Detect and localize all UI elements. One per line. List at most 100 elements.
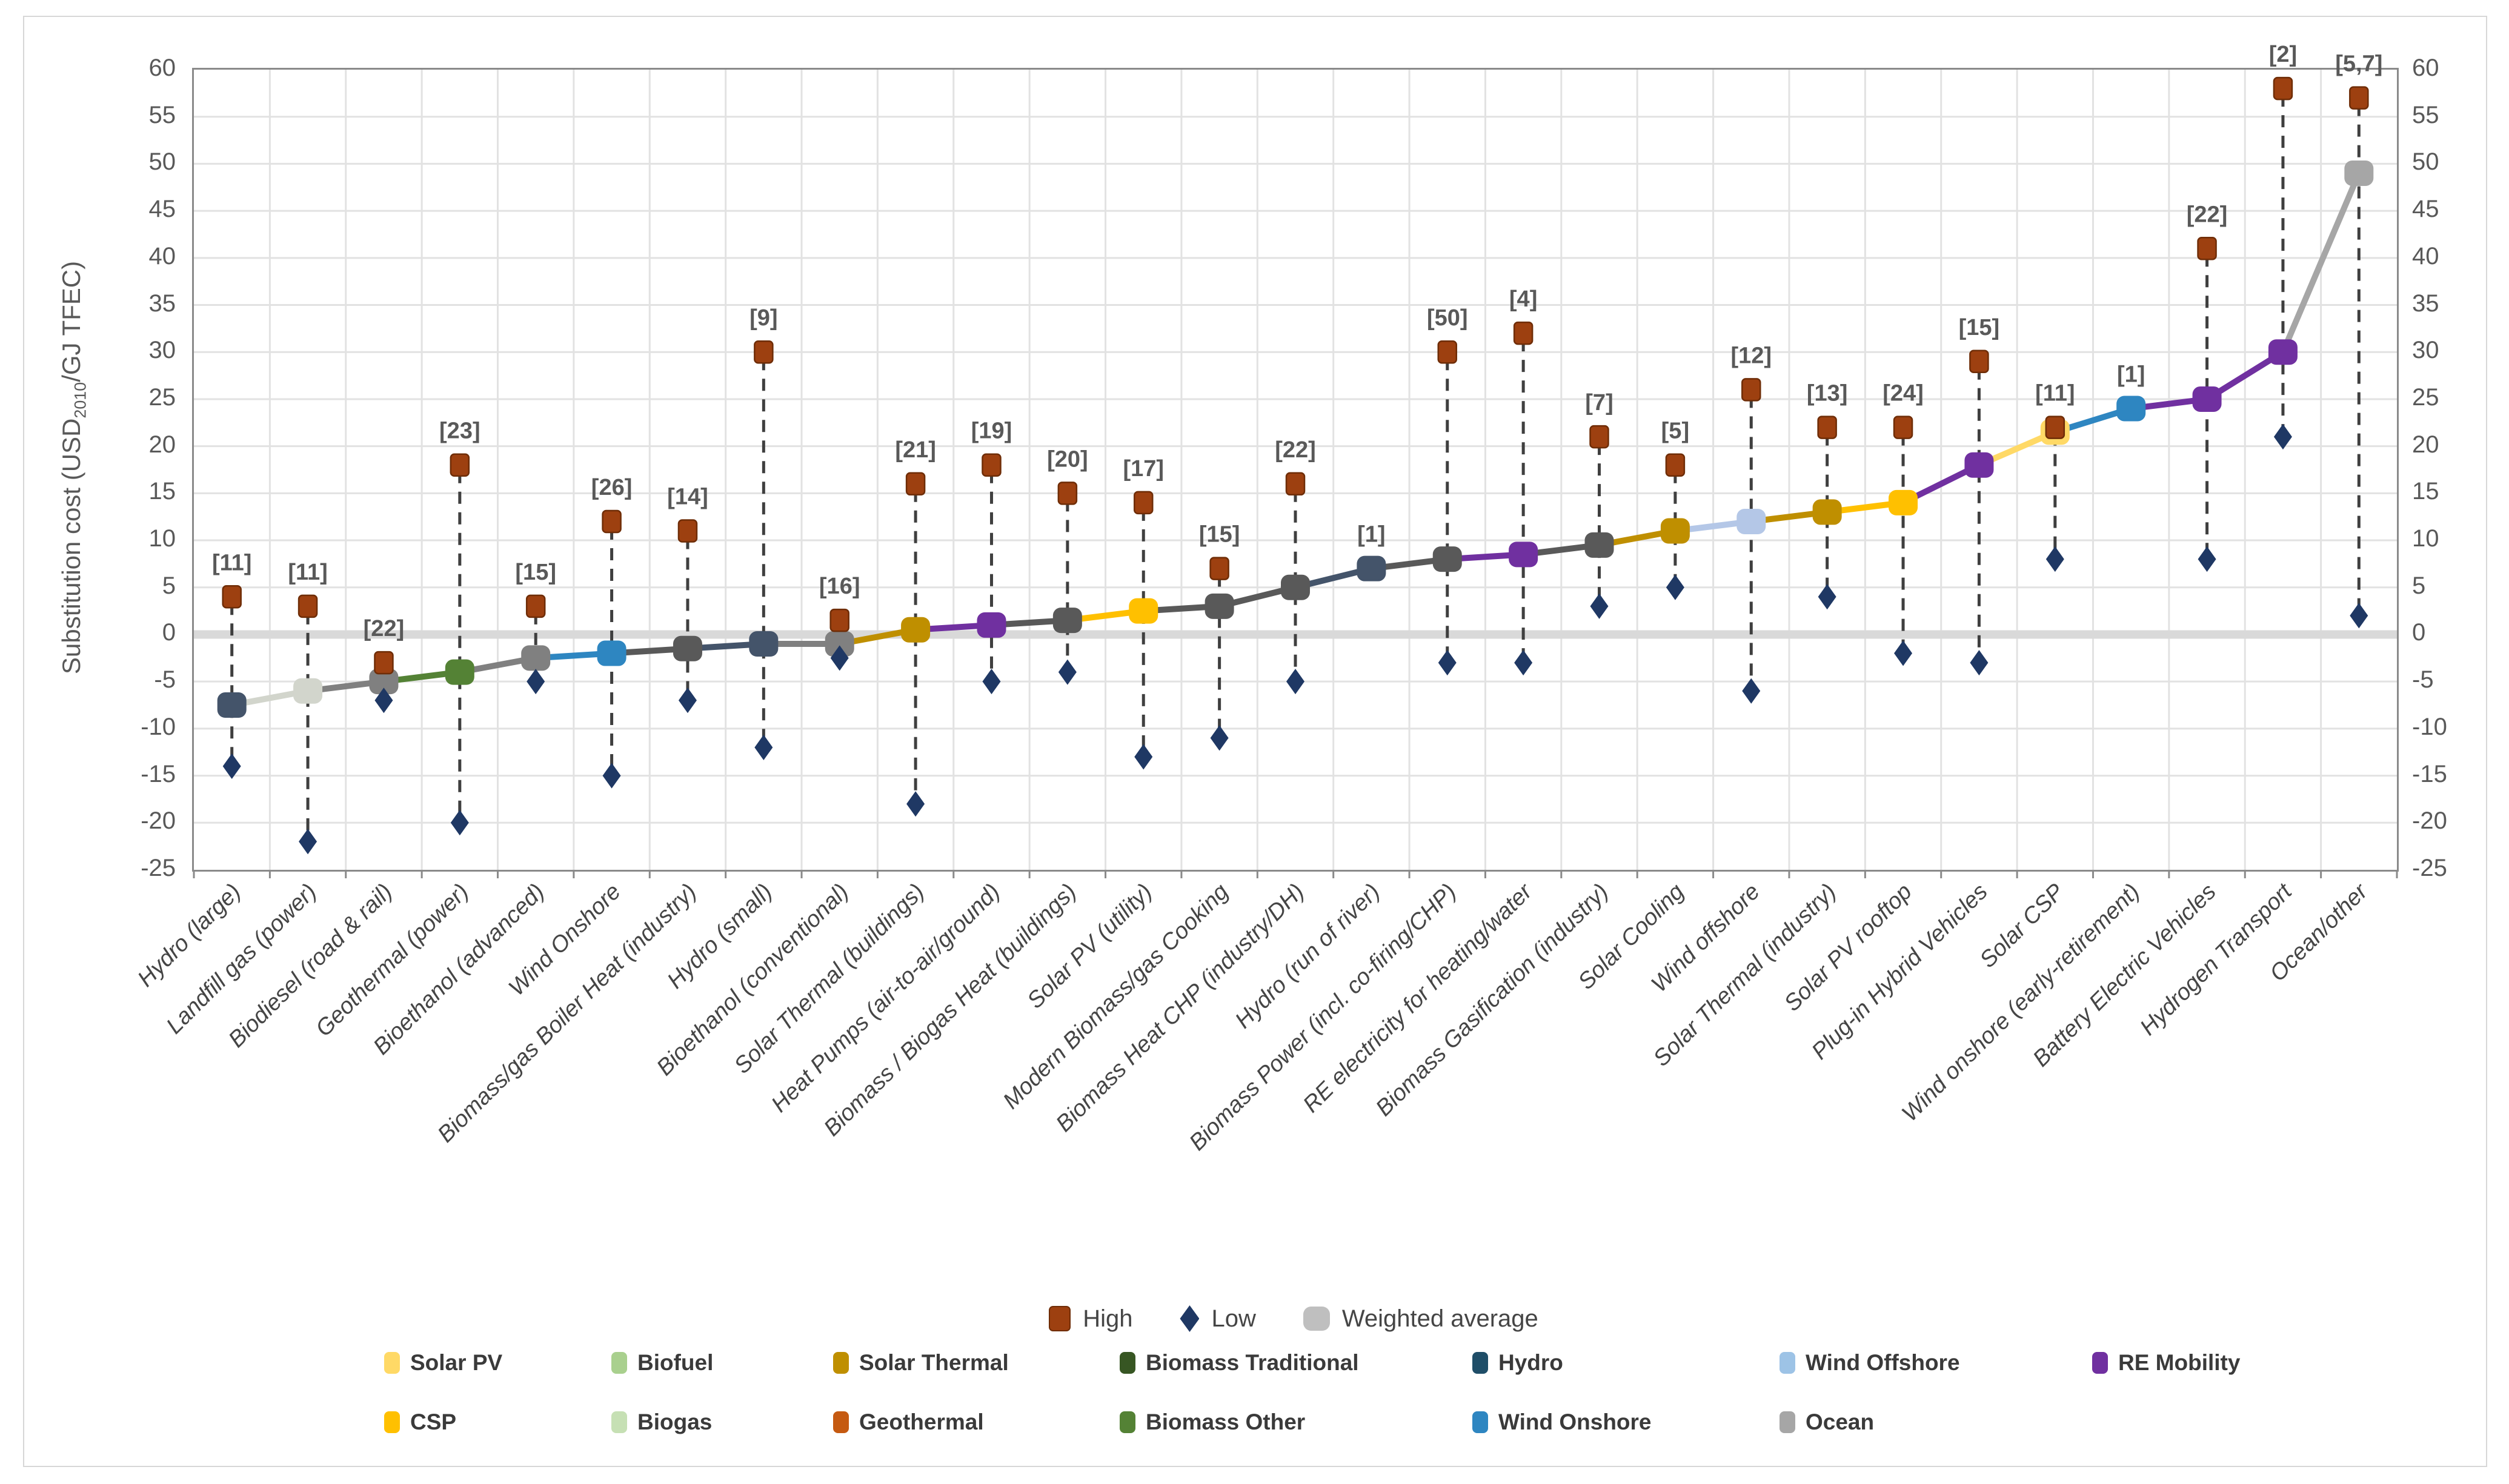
low-marker (906, 791, 925, 817)
study-count-label: [11] (2035, 381, 2075, 406)
y-tick-label: 15 (2412, 478, 2439, 505)
y-tick-label: 45 (2412, 196, 2439, 223)
series-legend-label: Weighted average (1341, 1305, 1538, 1332)
plot-area: [11] [11] [22] [23] [15] [26] [14] [9] [16] [21] [… (192, 42, 2399, 878)
weighted-average-marker (1205, 593, 1234, 619)
y-tick-label: 40 (148, 242, 176, 270)
x-axis-labels: Hydro (large) Landfill gas (power) Biodies… (133, 868, 2395, 1292)
study-count-label: [4] (1509, 287, 1537, 312)
y-tick-label: 40 (2412, 242, 2439, 270)
high-marker (222, 585, 242, 609)
weighted-average-marker (1357, 555, 1386, 581)
y-tick-label: 50 (148, 148, 176, 176)
study-count-label: [19] (971, 419, 1012, 444)
y-tick-label: 25 (148, 383, 176, 411)
low-marker (1590, 593, 1609, 619)
weighted-average-marker (369, 669, 399, 695)
low-marker (602, 763, 621, 789)
low-marker (1742, 678, 1761, 704)
weighted-average-marker (825, 631, 854, 657)
study-count-label: [1] (1357, 522, 1385, 548)
series-legend-item: Low (1180, 1305, 1256, 1333)
low-marker (1210, 725, 1229, 751)
study-count-label: [23] (439, 419, 480, 444)
series-legend-label: High (1083, 1305, 1133, 1332)
study-count-label: [22] (2187, 202, 2228, 227)
low-marker (1514, 650, 1533, 676)
y-tick-label: -25 (2412, 855, 2447, 881)
y-tick-label: 25 (2412, 383, 2439, 411)
series-legend: High Low Weighted average (192, 1297, 2395, 1340)
high-marker (2197, 237, 2217, 260)
y-tick-label: 30 (148, 337, 176, 364)
y-tick-label: -5 (154, 666, 176, 694)
weighted-average-marker-icon (1303, 1307, 1330, 1331)
weighted-average-marker (2192, 386, 2222, 412)
weighted-average-marker (2344, 160, 2374, 186)
y-tick-label: -20 (2412, 807, 2447, 835)
weighted-average-marker (1432, 546, 1462, 572)
weighted-average-marker (217, 692, 247, 718)
low-marker (1058, 659, 1077, 685)
weighted-average-marker (977, 612, 1006, 638)
study-count-label: [17] (1123, 456, 1164, 482)
weighted-average-marker (1736, 508, 1766, 534)
study-count-label: [12] (1730, 343, 1772, 368)
chart-canvas: [11] [11] [22] [23] [15] [26] [14] [9] [16] [21] [… (193, 42, 2398, 878)
y-axis-ticks-left: 60 55 50 45 40 35 30 25 20 15 10 5 0 -5 -10 -15 -20 -25 (73, 55, 176, 881)
y-tick-label: 35 (148, 290, 176, 317)
y-tick-label: 0 (162, 619, 176, 646)
y-tick-label: 60 (2412, 55, 2439, 81)
study-count-label: [7] (1585, 390, 1613, 416)
y-tick-label: 20 (2412, 431, 2439, 458)
y-tick-label: -5 (2412, 666, 2434, 694)
weighted-average-marker (1129, 598, 1158, 624)
high-marker (1513, 321, 1534, 345)
weighted-average-marker (1281, 574, 1310, 600)
high-marker (1893, 416, 1913, 439)
high-marker (754, 340, 774, 364)
high-marker (1665, 453, 1686, 477)
y-tick-label: 45 (148, 196, 176, 223)
study-count-label: [24] (1883, 381, 1924, 406)
low-marker (1666, 574, 1684, 600)
y-tick-label: 20 (148, 431, 176, 458)
study-count-label: [15] (515, 560, 556, 585)
low-marker (678, 687, 697, 714)
y-tick-label: 5 (2412, 572, 2426, 599)
study-count-label: [2] (2269, 42, 2297, 67)
y-tick-label: 55 (2412, 101, 2439, 128)
high-marker (677, 519, 698, 543)
y-tick-label: 10 (2412, 525, 2439, 552)
low-marker (2350, 603, 2368, 629)
high-marker (374, 651, 394, 675)
series-legend-item: High (1049, 1305, 1132, 1333)
low-marker (830, 645, 849, 671)
y-tick-label: 0 (2412, 619, 2426, 646)
study-count-label: [50] (1427, 305, 1468, 331)
y-axis-ticks-right: 60 55 50 45 40 35 30 25 20 15 10 5 0 -5 -10 -15 -20 -25 (2412, 55, 2509, 881)
y-tick-label: 30 (2412, 337, 2439, 364)
study-count-label: [5,7] (2335, 51, 2382, 77)
low-marker (1438, 650, 1457, 676)
study-count-label: [15] (1959, 315, 2000, 340)
series-legend-item: Weighted average (1303, 1305, 1538, 1333)
weighted-average-marker (1052, 608, 1082, 634)
high-marker (1969, 349, 1989, 374)
high-marker (982, 453, 1002, 477)
weighted-average-marker (1584, 532, 1614, 558)
low-marker (222, 754, 241, 780)
study-count-label: [11] (288, 560, 327, 585)
weighted-average-marker (1509, 542, 1538, 568)
high-marker (297, 594, 318, 618)
high-marker (1133, 491, 1154, 515)
y-tick-label: 5 (162, 572, 176, 599)
y-tick-label: -10 (141, 713, 176, 740)
weighted-average-marker (901, 617, 931, 643)
high-marker (2349, 86, 2369, 110)
series-legend-label: Low (1211, 1305, 1256, 1332)
low-marker (2273, 424, 2292, 450)
study-count-label: [26] (591, 475, 633, 500)
high-marker (1057, 482, 1078, 505)
study-count-label: [20] (1047, 446, 1088, 472)
